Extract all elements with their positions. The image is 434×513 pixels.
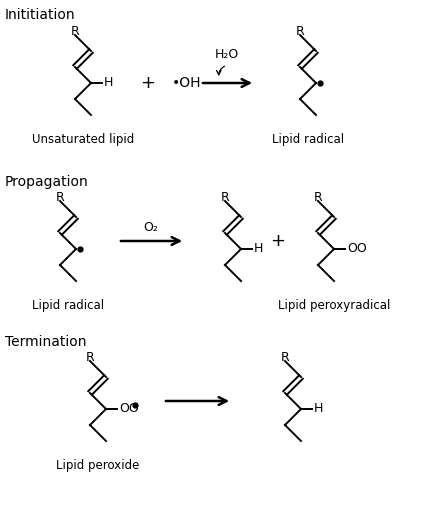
Text: H: H: [104, 76, 114, 89]
Text: Lipid radical: Lipid radical: [272, 133, 344, 146]
Text: +: +: [270, 232, 286, 250]
Text: Unsaturated lipid: Unsaturated lipid: [32, 133, 134, 146]
Text: •OH: •OH: [172, 76, 201, 90]
Text: OO: OO: [347, 243, 367, 255]
Text: R: R: [281, 351, 289, 364]
Text: Lipid radical: Lipid radical: [32, 299, 104, 312]
Text: Lipid peroxyradical: Lipid peroxyradical: [278, 299, 390, 312]
Text: R: R: [296, 25, 304, 38]
Text: OO: OO: [119, 403, 139, 416]
Text: R: R: [85, 351, 94, 364]
Text: Lipid peroxide: Lipid peroxide: [56, 459, 140, 472]
Text: Propagation: Propagation: [5, 175, 89, 189]
Text: Termination: Termination: [5, 335, 86, 349]
Text: O₂: O₂: [144, 221, 158, 234]
Text: H: H: [254, 243, 263, 255]
Text: R: R: [314, 191, 322, 204]
Text: R: R: [71, 25, 79, 38]
Text: R: R: [56, 191, 64, 204]
Text: R: R: [220, 191, 230, 204]
Text: H: H: [314, 403, 324, 416]
Text: H₂O: H₂O: [215, 48, 239, 61]
Text: Inititiation: Inititiation: [5, 8, 76, 22]
Text: +: +: [141, 74, 155, 92]
